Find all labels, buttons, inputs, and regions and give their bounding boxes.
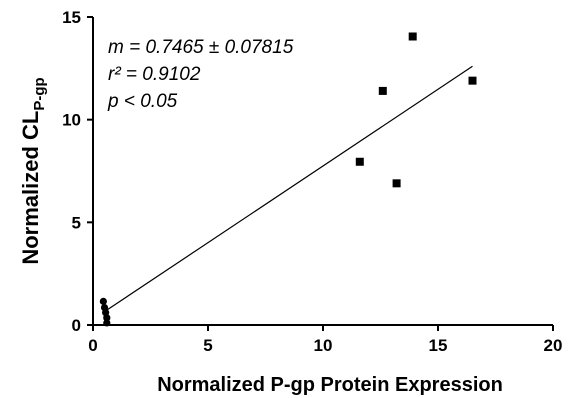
data-point — [468, 76, 477, 85]
y-axis-title: Normalized CLP-gp — [18, 77, 48, 264]
data-point — [355, 157, 364, 166]
y-axis-title-main: Normalized CL — [18, 111, 43, 265]
slope-annotation: m = 0.7465 ± 0.07815 — [108, 37, 294, 58]
data-point — [408, 32, 417, 41]
data-point — [103, 319, 111, 327]
y-tick-label: 15 — [62, 8, 81, 27]
x-tick-label: 0 — [88, 336, 97, 355]
y-axis-title-subscript: P-gp — [31, 77, 48, 110]
x-tick-label: 15 — [429, 336, 448, 355]
x-tick-label: 5 — [203, 336, 212, 355]
data-point — [99, 297, 107, 305]
regression-line — [104, 65, 473, 313]
data-point — [392, 179, 401, 188]
y-tick-label: 5 — [72, 213, 81, 232]
y-tick-label: 10 — [62, 111, 81, 130]
p-value-annotation: p < 0.05 — [107, 91, 178, 112]
x-tick-label: 10 — [314, 336, 333, 355]
r2-annotation: r² = 0.9102 — [108, 64, 201, 85]
data-point — [378, 86, 387, 95]
y-tick-label: 0 — [72, 316, 81, 335]
data-point — [103, 314, 111, 322]
x-tick-label: 20 — [544, 336, 563, 355]
x-axis-title: Normalized P-gp Protein Expression — [157, 374, 503, 396]
